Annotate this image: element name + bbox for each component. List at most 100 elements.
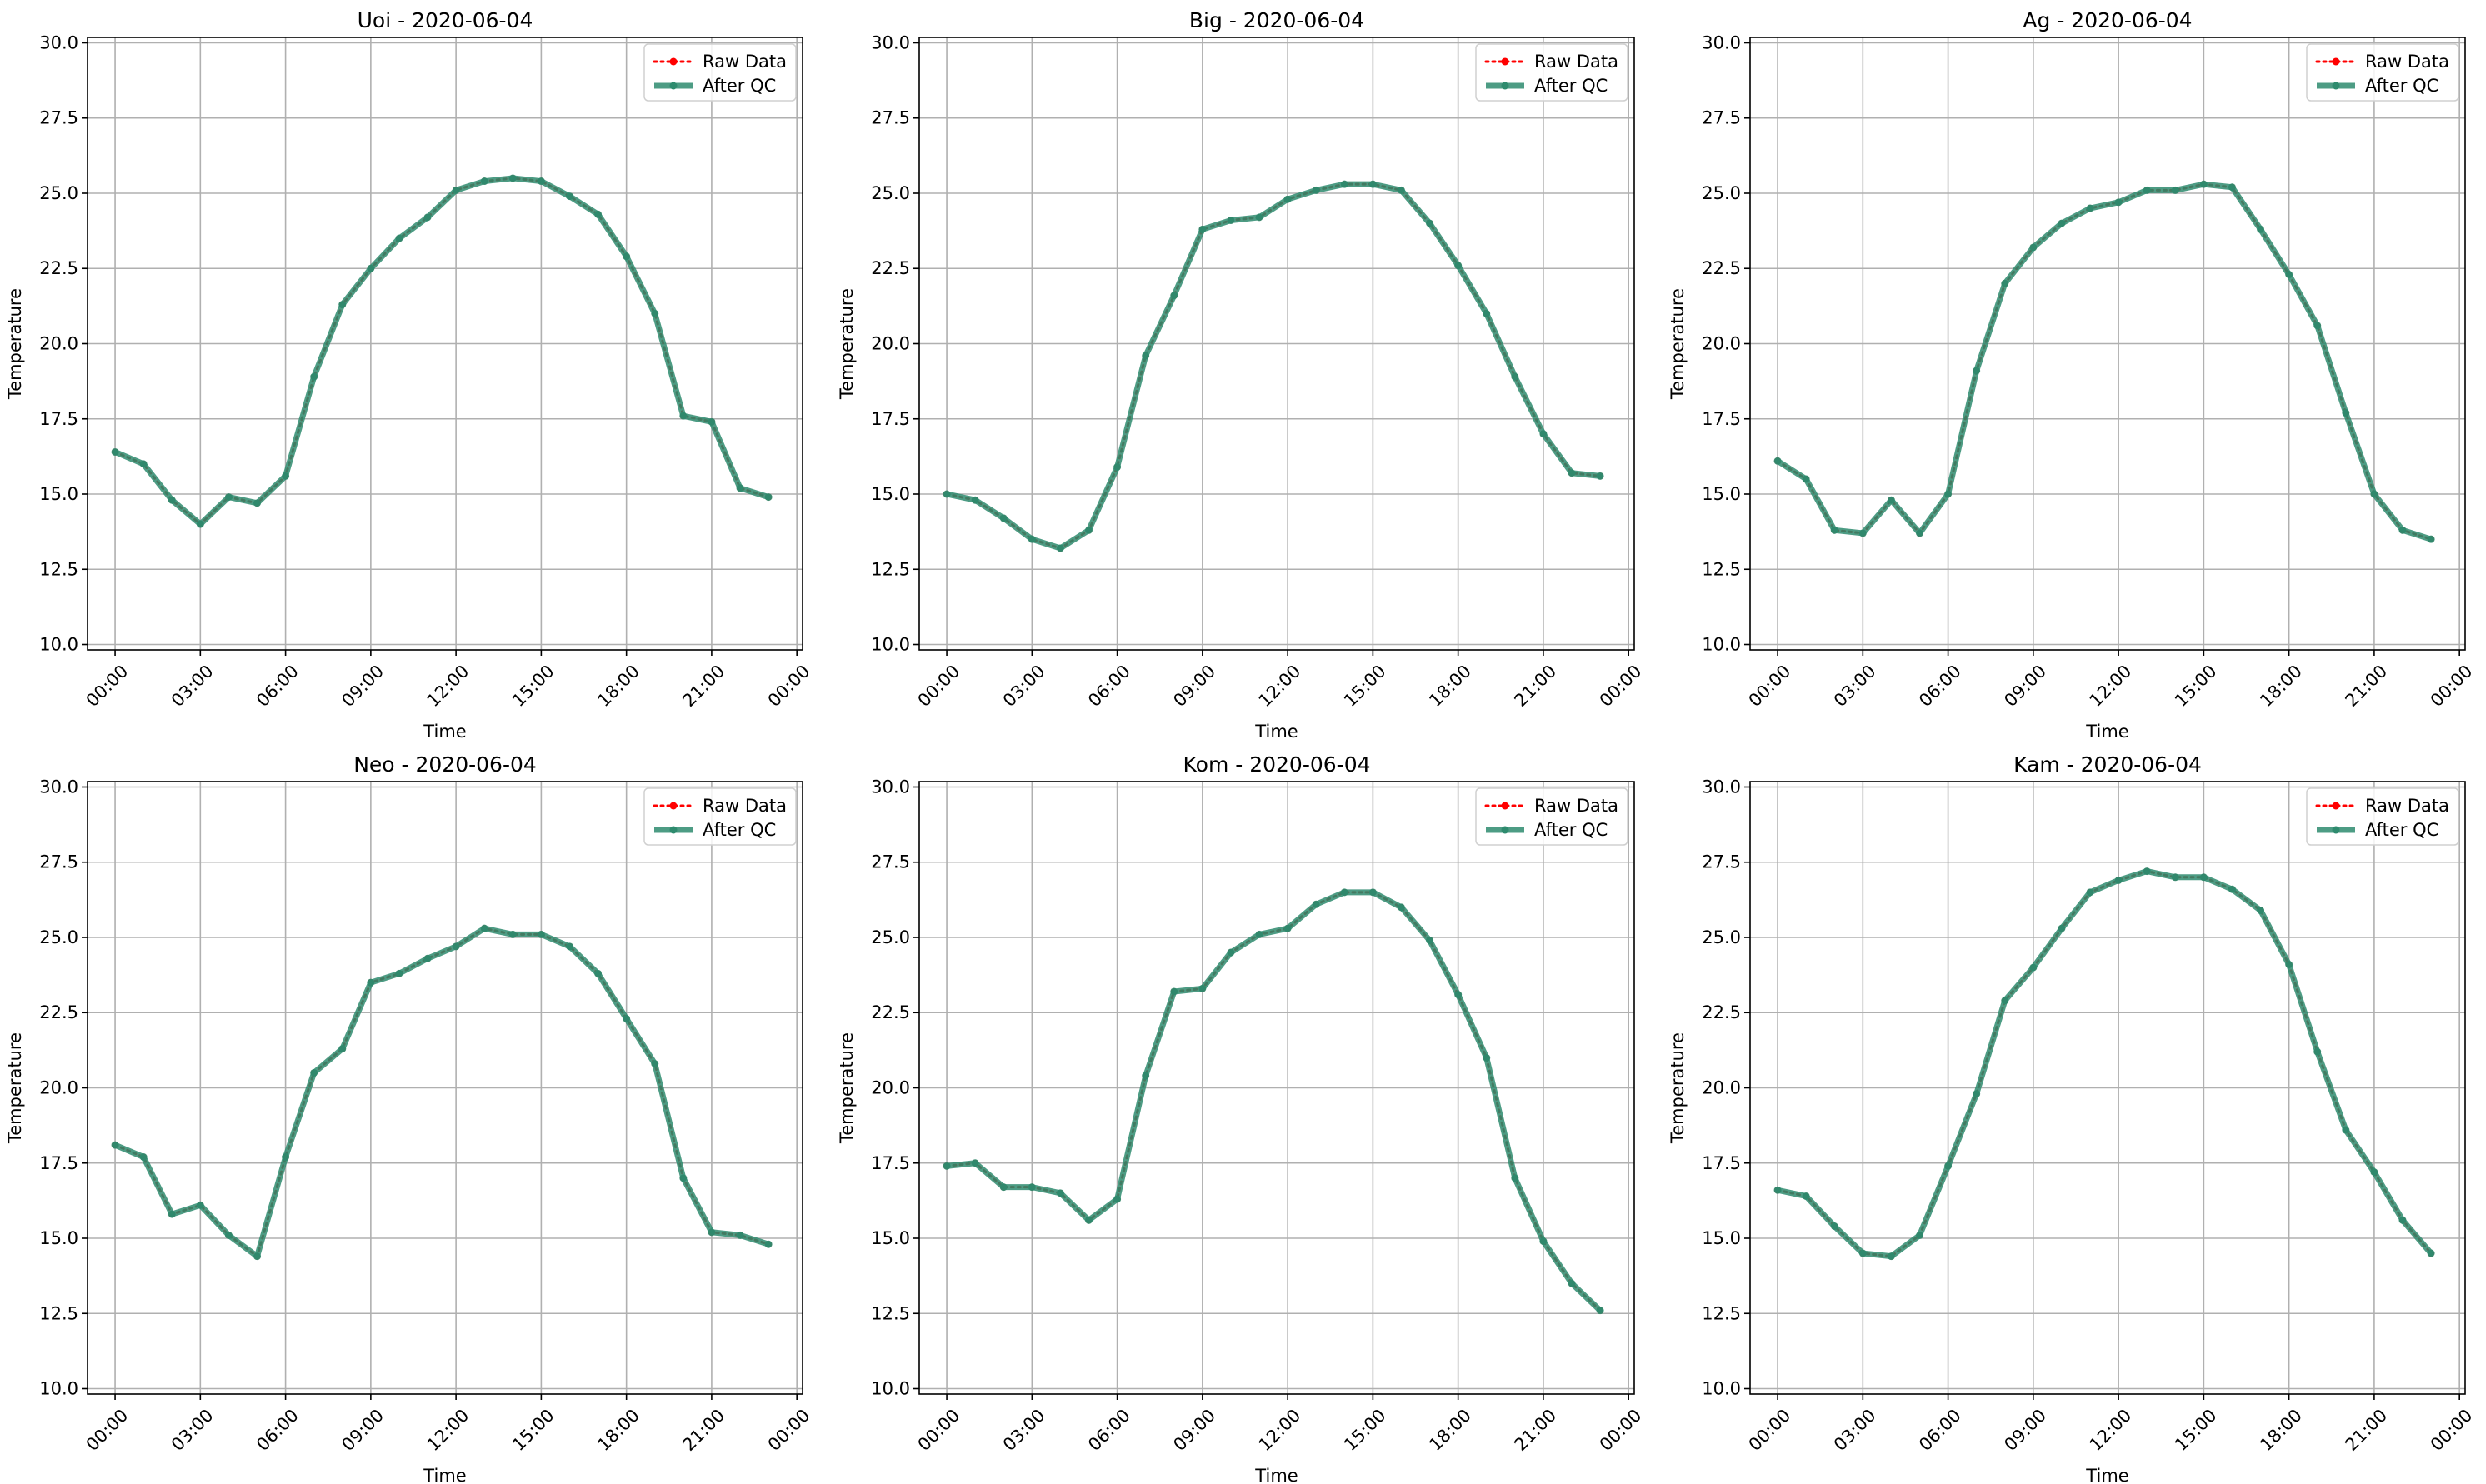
series-raw-data <box>112 925 773 1260</box>
x-tick-label: 15:00 <box>508 661 558 711</box>
point-after-qc <box>1368 180 1377 188</box>
legend-marker-after-qc <box>2332 826 2340 834</box>
point-after-qc <box>2228 183 2236 192</box>
point-after-qc <box>1830 1222 1838 1231</box>
y-tick-label: 22.5 <box>1702 1002 1741 1022</box>
x-tick-label: 21:00 <box>1510 661 1560 711</box>
point-after-qc <box>367 264 375 272</box>
point-after-qc <box>139 460 148 468</box>
series-line-after-qc <box>112 175 772 527</box>
x-tick-label: 06:00 <box>253 1405 303 1455</box>
point-after-qc <box>480 177 488 186</box>
x-tick-label: 18:00 <box>2256 661 2306 711</box>
series-raw-data <box>943 181 1604 552</box>
point-after-qc <box>1368 888 1377 897</box>
series-raw-data <box>943 888 1604 1314</box>
series-line-raw-data <box>1776 870 2433 1258</box>
series-after-qc <box>111 174 773 528</box>
point-after-qc <box>1858 529 1867 537</box>
point-after-qc <box>1255 213 1263 222</box>
y-tick-label: 27.5 <box>871 852 910 872</box>
y-tick-label: 25.0 <box>1702 183 1741 203</box>
y-tick-label: 25.0 <box>1702 927 1741 947</box>
legend-marker-raw-data <box>1501 802 1509 810</box>
point-after-qc <box>1312 186 1320 194</box>
y-tick-label: 30.0 <box>871 32 910 52</box>
point-after-qc <box>1056 1189 1064 1197</box>
legend: Raw Data After QC <box>643 43 797 102</box>
point-after-qc <box>736 1231 744 1239</box>
x-tick-label: 15:00 <box>2171 661 2221 711</box>
point-after-qc <box>508 174 517 182</box>
subplot-6: 10.0 12.5 15.0 17.5 20.0 22.5 25.0 27.5 30.0 00:0… <box>1668 752 2476 1484</box>
subplot-3: 10.0 12.5 15.0 17.5 20.0 22.5 25.0 27.5 30.0 00:0… <box>1668 8 2476 742</box>
point-after-qc <box>1113 1195 1122 1203</box>
y-tick-label: 22.5 <box>39 1002 78 1022</box>
point-after-qc <box>1255 930 1263 938</box>
x-tick-label: 12:00 <box>1255 1405 1305 1455</box>
point-after-qc <box>2342 409 2350 417</box>
x-axis-label: Time <box>423 722 466 742</box>
series-line-raw-data-overlay <box>114 927 769 1258</box>
y-tick-label: 30.0 <box>871 777 910 797</box>
x-axis-label: Time <box>2085 1466 2128 1484</box>
y-tick-label: 27.5 <box>1702 852 1741 872</box>
y-tick-label: 22.5 <box>871 258 910 278</box>
point-after-qc <box>2398 526 2407 534</box>
point-after-qc <box>310 372 318 381</box>
x-tick-label: 06:00 <box>253 661 303 711</box>
x-tick-label: 00:00 <box>1596 1405 1646 1455</box>
legend-marker-after-qc <box>669 826 678 834</box>
x-tick-label: 00:00 <box>1745 1405 1795 1455</box>
series-line-raw-data <box>113 177 770 527</box>
point-after-qc <box>999 1183 1008 1192</box>
x-tick-label: 03:00 <box>999 1405 1049 1455</box>
subplot-2: 10.0 12.5 15.0 17.5 20.0 22.5 25.0 27.5 30.0 00:0… <box>837 8 1645 742</box>
x-axis-label: Time <box>2085 722 2128 742</box>
point-after-qc <box>2199 873 2208 882</box>
legend-marker-raw-data <box>669 57 678 66</box>
x-tick-label: 03:00 <box>1830 1405 1880 1455</box>
x-tick-label: 12:00 <box>423 661 473 711</box>
point-after-qc <box>2171 873 2179 882</box>
y-tick-label: 20.0 <box>1702 334 1741 354</box>
point-after-qc <box>2257 225 2265 233</box>
series-raw-data <box>1774 867 2435 1260</box>
point-after-qc <box>1973 1090 1981 1098</box>
y-tick-label: 22.5 <box>39 258 78 278</box>
point-after-qc <box>253 1252 262 1261</box>
chart-title: Uoi - 2020-06-04 <box>358 8 533 32</box>
legend-label-after-qc: After QC <box>703 76 776 96</box>
point-after-qc <box>1944 1162 1953 1170</box>
series-line-after-qc <box>1774 181 2434 542</box>
legend-marker-raw-data <box>669 802 678 810</box>
y-tick-label: 10.0 <box>1702 635 1741 655</box>
point-after-qc <box>1198 225 1207 233</box>
y-tick-label: 22.5 <box>1702 258 1741 278</box>
y-tick-label: 27.5 <box>39 852 78 872</box>
point-after-qc <box>1802 475 1810 483</box>
point-after-qc <box>537 177 545 186</box>
point-after-qc <box>1085 1216 1093 1224</box>
y-tick-label: 17.5 <box>871 409 910 429</box>
x-tick-label: 00:00 <box>1745 661 1795 711</box>
x-tick-label: 21:00 <box>1510 1405 1560 1455</box>
x-tick-label: 00:00 <box>2427 661 2477 711</box>
y-tick-label: 17.5 <box>39 409 78 429</box>
x-tick-label: 00:00 <box>83 661 133 711</box>
point-after-qc <box>168 1210 176 1218</box>
series-line-after-qc <box>1774 868 2434 1260</box>
point-after-qc <box>2370 490 2378 498</box>
point-after-qc <box>423 213 432 222</box>
point-after-qc <box>1454 262 1463 270</box>
y-tick-label: 10.0 <box>871 635 910 655</box>
point-after-qc <box>310 1068 318 1077</box>
point-after-qc <box>2086 204 2094 212</box>
y-tick-label: 22.5 <box>871 1002 910 1022</box>
y-tick-label: 15.0 <box>871 1228 910 1248</box>
point-after-qc <box>423 954 432 962</box>
point-after-qc <box>1142 352 1150 360</box>
x-tick-label: 09:00 <box>2000 1405 2050 1455</box>
legend: Raw Data After QC <box>2306 787 2459 846</box>
